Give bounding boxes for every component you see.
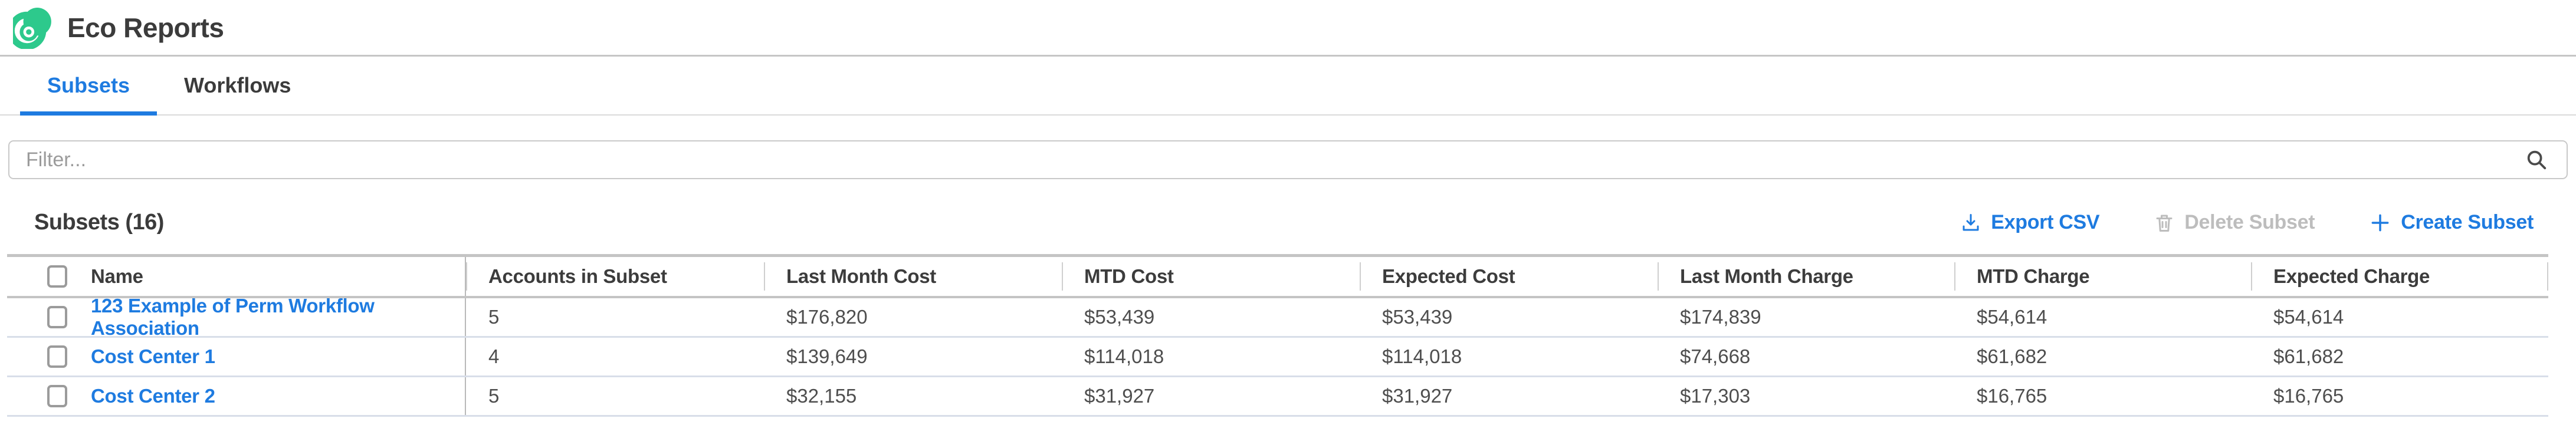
select-all-checkbox[interactable] xyxy=(47,265,67,288)
cell-last-month-cost: $32,155 xyxy=(786,385,857,407)
cell-name: 123 Example of Perm Workflow Association xyxy=(7,295,466,339)
cell-expected-charge: $16,765 xyxy=(2273,385,2344,407)
table-header: Name Accounts in Subset Last Month Cost … xyxy=(7,257,2548,298)
delete-subset-button[interactable]: Delete Subset xyxy=(2154,211,2315,234)
cell-mtd-cost: $31,927 xyxy=(1084,385,1155,407)
cell-name: Cost Center 2 xyxy=(7,377,466,415)
header-mtd-charge[interactable]: MTD Charge xyxy=(1954,257,2251,296)
cell-last-month-charge: $17,303 xyxy=(1680,385,1751,407)
table-row: Cost Center 2 5 $32,155 $31,927 $31,927 … xyxy=(7,375,2548,415)
export-csv-button[interactable]: Export CSV xyxy=(1960,211,2100,234)
export-csv-label: Export CSV xyxy=(1991,211,2100,233)
header-last-month-cost[interactable]: Last Month Cost xyxy=(764,257,1062,296)
header-last-month-charge[interactable]: Last Month Charge xyxy=(1658,257,1954,296)
create-subset-button[interactable]: Create Subset xyxy=(2369,211,2534,234)
create-subset-label: Create Subset xyxy=(2401,211,2534,233)
cell-expected-charge: $54,614 xyxy=(2273,306,2344,328)
subsets-table: Name Accounts in Subset Last Month Cost … xyxy=(7,254,2548,417)
filter-bar xyxy=(8,140,2568,179)
cell-expected-cost: $31,927 xyxy=(1382,385,1453,407)
filter-input[interactable] xyxy=(8,140,2568,179)
header-mtd-cost[interactable]: MTD Cost xyxy=(1062,257,1360,296)
delete-subset-label: Delete Subset xyxy=(2184,211,2315,233)
cell-expected-charge: $61,682 xyxy=(2273,345,2344,367)
trash-icon xyxy=(2156,215,2173,232)
tab-subsets[interactable]: Subsets xyxy=(20,57,157,116)
table-row: 123 Example of Perm Workflow Association… xyxy=(7,295,2548,339)
table-body: 123 Example of Perm Workflow Association… xyxy=(7,295,2548,417)
cell-last-month-cost: $176,820 xyxy=(786,306,868,328)
cell-mtd-charge: $61,682 xyxy=(1977,345,2047,367)
search-icon[interactable] xyxy=(2525,149,2548,171)
row-checkbox[interactable] xyxy=(47,385,67,407)
cell-last-month-charge: $174,839 xyxy=(1680,306,1761,328)
section-bar: Subsets (16) Export CSV Delete Subset Cr… xyxy=(34,210,2534,235)
row-checkbox[interactable] xyxy=(47,345,67,368)
cell-mtd-charge: $54,614 xyxy=(1977,306,2047,328)
download-icon xyxy=(1963,213,1979,230)
cell-expected-cost: $53,439 xyxy=(1382,306,1453,328)
header-accounts[interactable]: Accounts in Subset xyxy=(466,257,764,296)
subset-link[interactable]: 123 Example of Perm Workflow Association xyxy=(91,295,375,339)
tab-workflows[interactable]: Workflows xyxy=(184,73,291,97)
subset-link[interactable]: Cost Center 1 xyxy=(91,345,215,367)
cell-last-month-charge: $74,668 xyxy=(1680,345,1751,367)
header-name: Name xyxy=(7,257,466,296)
table-row: Cost Center 1 4 $139,649 $114,018 $114,0… xyxy=(7,336,2548,375)
table-actions: Export CSV Delete Subset Create Subset xyxy=(1960,211,2534,234)
cell-accounts: 5 xyxy=(488,306,500,328)
row-checkbox[interactable] xyxy=(47,306,67,328)
header-name-label[interactable]: Name xyxy=(91,265,143,287)
app-header: Eco Reports xyxy=(0,0,2576,57)
cell-accounts: 4 xyxy=(488,345,500,367)
cell-mtd-cost: $114,018 xyxy=(1084,345,1164,367)
header-expected-charge[interactable]: Expected Charge xyxy=(2251,257,2548,296)
cell-expected-cost: $114,018 xyxy=(1382,345,1462,367)
subset-link[interactable]: Cost Center 2 xyxy=(91,385,215,407)
tab-bar: Subsets Workflows xyxy=(0,57,2576,116)
header-expected-cost[interactable]: Expected Cost xyxy=(1360,257,1658,296)
cell-accounts: 5 xyxy=(488,385,500,407)
plus-icon xyxy=(2371,214,2389,231)
cell-name: Cost Center 1 xyxy=(7,338,466,375)
page-title: Eco Reports xyxy=(67,12,224,43)
cell-mtd-charge: $16,765 xyxy=(1977,385,2047,407)
cell-last-month-cost: $139,649 xyxy=(786,345,868,367)
brand-logo-icon xyxy=(13,7,51,49)
cell-mtd-cost: $53,439 xyxy=(1084,306,1155,328)
section-title: Subsets (16) xyxy=(34,210,164,235)
